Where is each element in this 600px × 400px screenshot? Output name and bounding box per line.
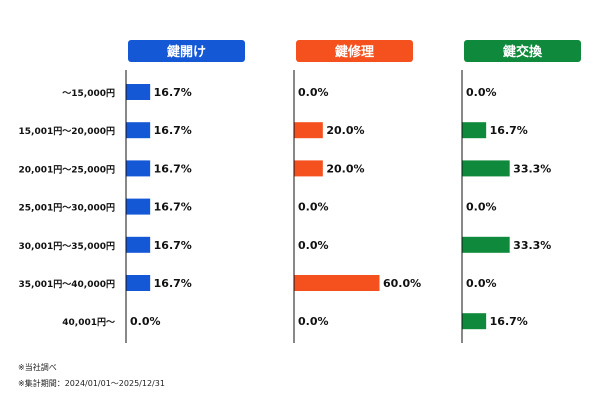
category-label-2: 20,001円〜25,000円 xyxy=(19,164,115,175)
series-header-1 xyxy=(296,40,413,62)
note-source: ※当社調べ xyxy=(18,363,57,372)
bar-2-1 xyxy=(462,122,487,139)
category-label-5: 35,001円〜40,000円 xyxy=(19,279,115,290)
bar-0-4 xyxy=(126,236,151,253)
bar-1-2 xyxy=(294,160,323,177)
bar-1-1 xyxy=(294,122,323,139)
value-label-1-2: 20.0% xyxy=(326,162,364,175)
value-label-2-4: 33.3% xyxy=(513,239,551,252)
value-label-2-5: 0.0% xyxy=(466,277,497,290)
value-label-0-5: 16.7% xyxy=(154,277,192,290)
value-label-0-1: 16.7% xyxy=(154,124,192,137)
value-label-0-2: 16.7% xyxy=(154,162,192,175)
value-label-2-6: 16.7% xyxy=(490,315,528,328)
value-label-2-1: 16.7% xyxy=(490,124,528,137)
bar-0-2 xyxy=(126,160,151,177)
category-label-6: 40,001円〜 xyxy=(62,317,115,328)
value-label-1-3: 0.0% xyxy=(298,201,329,214)
bar-0-0 xyxy=(126,84,151,100)
value-label-0-3: 16.7% xyxy=(154,201,192,214)
value-label-2-0: 0.0% xyxy=(466,86,497,99)
value-label-1-0: 0.0% xyxy=(298,86,329,99)
value-label-0-6: 0.0% xyxy=(130,315,161,328)
value-label-1-1: 20.0% xyxy=(326,124,364,137)
series-name-1: 鍵修理 xyxy=(335,44,374,60)
category-label-0: 〜15,000円 xyxy=(62,88,115,99)
bar-2-4 xyxy=(462,236,510,253)
value-label-2-2: 33.3% xyxy=(513,162,551,175)
value-label-1-4: 0.0% xyxy=(298,239,329,252)
category-label-1: 15,001円〜20,000円 xyxy=(19,126,115,137)
bar-0-3 xyxy=(126,198,151,215)
value-label-1-5: 60.0% xyxy=(383,277,421,290)
bar-0-5 xyxy=(126,275,151,291)
series-header-0 xyxy=(128,40,245,62)
series-header-2 xyxy=(464,40,581,62)
bar-2-2 xyxy=(462,160,510,177)
value-label-0-4: 16.7% xyxy=(154,239,192,252)
bar-0-1 xyxy=(126,122,151,139)
bar-2-6 xyxy=(462,313,487,330)
category-label-4: 30,001円〜35,000円 xyxy=(19,241,115,252)
category-label-3: 25,001円〜30,000円 xyxy=(19,203,115,214)
series-name-0: 鍵開け xyxy=(167,44,206,60)
value-label-0-0: 16.7% xyxy=(154,86,192,99)
series-name-2: 鍵交換 xyxy=(503,44,543,60)
value-label-2-3: 0.0% xyxy=(466,201,497,214)
note-period: ※集計期間：2024/01/01〜2025/12/31 xyxy=(18,379,165,388)
bar-1-5 xyxy=(294,275,380,291)
value-label-1-6: 0.0% xyxy=(298,315,329,328)
